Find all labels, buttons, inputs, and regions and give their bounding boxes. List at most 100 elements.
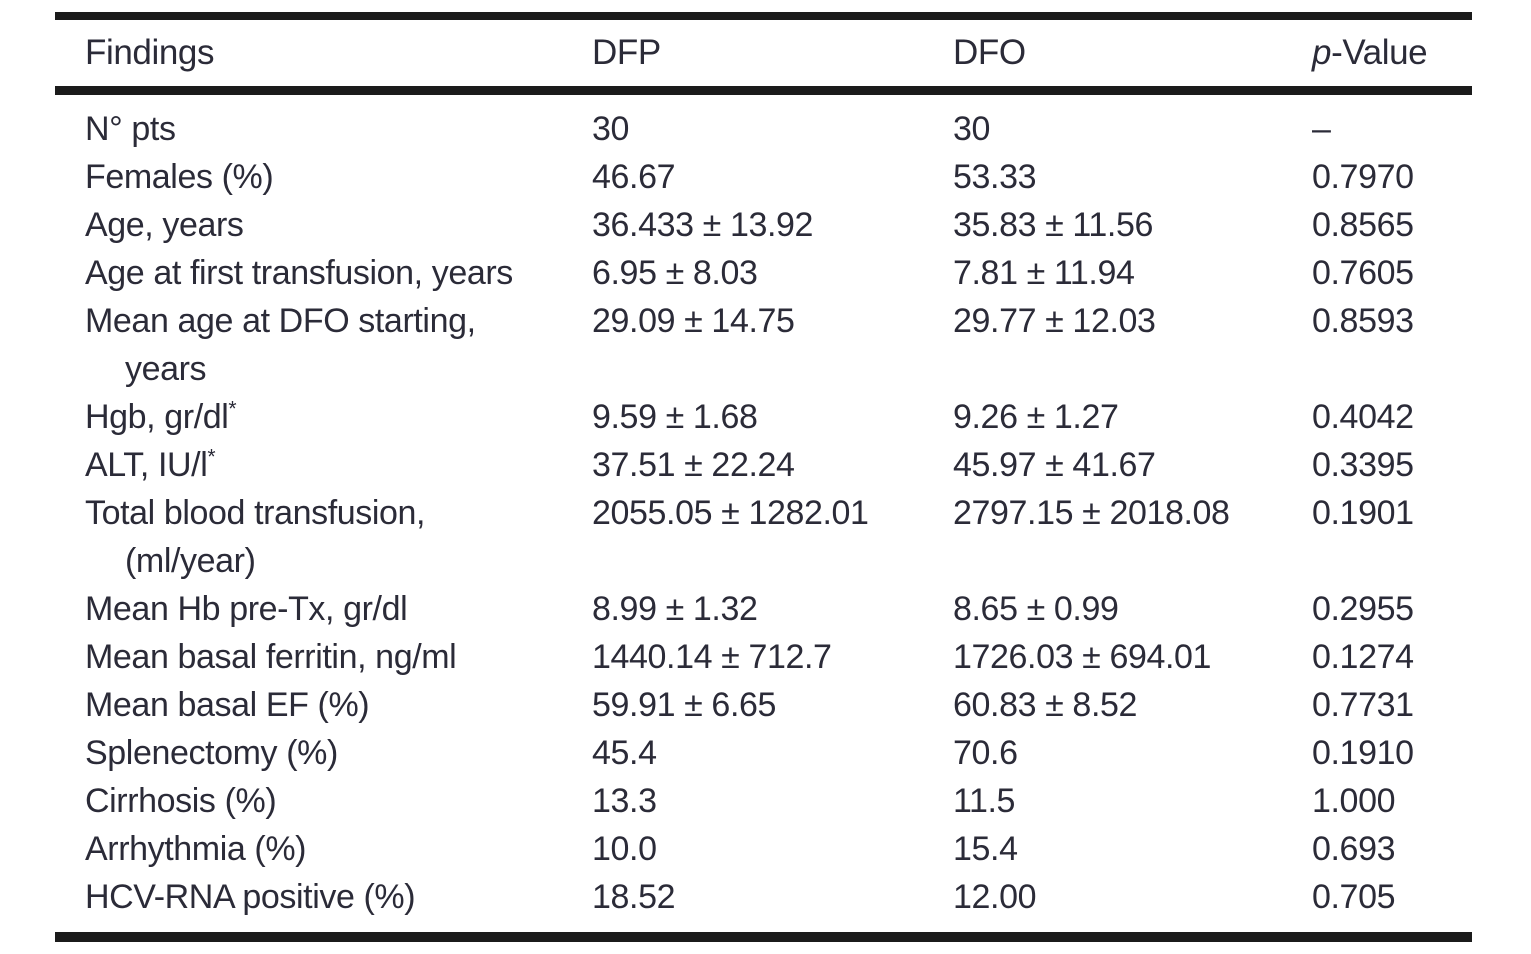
cell-dfp: 59.91 ± 6.65 (592, 681, 953, 729)
cell-pvalue-value: 0.3395 (1312, 446, 1414, 484)
cell-pvalue-value: 0.1901 (1312, 494, 1414, 532)
cell-dfp: 29.09 ± 14.75 (592, 297, 953, 393)
cell-dfp: 1440.14 ± 712.7 (592, 633, 953, 681)
cell-dfo: 12.00 (953, 873, 1312, 921)
row-label: Mean basal ferritin, ng/ml (85, 638, 457, 676)
footnote-marker: * (228, 397, 237, 421)
cell-pvalue: 1.000 (1312, 777, 1472, 825)
cell-dfp: 46.67 (592, 153, 953, 201)
cell-dfo: 35.83 ± 11.56 (953, 201, 1312, 249)
cell-pvalue: 0.8593 (1312, 297, 1472, 393)
footnote-marker: * (207, 445, 216, 469)
table-row: Mean basal EF (%) 59.91 ± 6.65 60.83 ± 8.5… (55, 681, 1472, 729)
table-row: N° pts 30 30 – (55, 105, 1472, 153)
row-label-cell: Total blood transfusion, (ml/year) (55, 489, 592, 585)
row-label: Mean Hb pre-Tx, gr/dl (85, 590, 408, 628)
cell-pvalue: 0.3395 (1312, 441, 1472, 489)
cell-pvalue: – (1312, 105, 1472, 153)
row-label-cell: Females (%) (55, 153, 592, 201)
cell-pvalue: 0.1274 (1312, 633, 1472, 681)
row-label-cell: Mean age at DFO starting, years (55, 297, 592, 393)
table-row: Splenectomy (%) 45.4 70.6 0.1910 (55, 729, 1472, 777)
cell-dfp: 2055.05 ± 1282.01 (592, 489, 953, 585)
cell-dfp-value: 45.4 (592, 734, 657, 772)
cell-pvalue: 0.7731 (1312, 681, 1472, 729)
cell-dfo: 8.65 ± 0.99 (953, 585, 1312, 633)
cell-dfo: 45.97 ± 41.67 (953, 441, 1312, 489)
table-bottom-rule (55, 932, 1472, 942)
row-label-cell: Cirrhosis (%) (55, 777, 592, 825)
cell-dfo: 2797.15 ± 2018.08 (953, 489, 1312, 585)
cell-dfo-value: 30 (953, 110, 991, 148)
cell-dfp-value: 10.0 (592, 830, 657, 868)
cell-dfp: 10.0 (592, 825, 953, 873)
table-row: Age, years 36.433 ± 13.92 35.83 ± 11.56 0.8… (55, 201, 1472, 249)
row-label: Arrhythmia (%) (85, 830, 307, 868)
cell-pvalue-value: 1.000 (1312, 782, 1396, 820)
cell-pvalue-value: 0.693 (1312, 830, 1396, 868)
row-label: ALT, IU/l* (85, 445, 216, 484)
table-row: Arrhythmia (%) 10.0 15.4 0.693 (55, 825, 1472, 873)
column-header-dfo: DFO (953, 33, 1026, 72)
row-label-cell: N° pts (55, 105, 592, 153)
cell-dfo: 30 (953, 105, 1312, 153)
row-label-line2: (ml/year) (125, 542, 256, 580)
row-label-cell: Age at first transfusion, years (55, 249, 592, 297)
cell-dfo: 1726.03 ± 694.01 (953, 633, 1312, 681)
cell-pvalue: 0.705 (1312, 873, 1472, 921)
cell-dfp: 30 (592, 105, 953, 153)
cell-dfp-value: 6.95 ± 8.03 (592, 254, 758, 292)
cell-pvalue: 0.2955 (1312, 585, 1472, 633)
cell-pvalue: 0.1901 (1312, 489, 1472, 585)
table-row: ALT, IU/l* 37.51 ± 22.24 45.97 ± 41.67 0.33… (55, 441, 1472, 489)
table-row: Age at first transfusion, years 6.95 ± 8.… (55, 249, 1472, 297)
cell-dfp: 45.4 (592, 729, 953, 777)
row-label: Age at first transfusion, years (85, 254, 513, 292)
cell-dfo-value: 70.6 (953, 734, 1018, 772)
cell-pvalue-value: 0.8593 (1312, 302, 1414, 340)
cell-dfp-value: 29.09 ± 14.75 (592, 302, 795, 340)
cell-pvalue-value: 0.7605 (1312, 254, 1414, 292)
cell-dfp-value: 2055.05 ± 1282.01 (592, 494, 869, 532)
row-label-line2: years (125, 350, 207, 388)
cell-dfp-value: 30 (592, 110, 630, 148)
row-label-cell: Mean basal ferritin, ng/ml (55, 633, 592, 681)
cell-pvalue: 0.7605 (1312, 249, 1472, 297)
cell-dfp-value: 36.433 ± 13.92 (592, 206, 814, 244)
row-label-cell: Arrhythmia (%) (55, 825, 592, 873)
row-label-cell: ALT, IU/l* (55, 441, 592, 489)
column-header-dfp: DFP (592, 33, 661, 72)
cell-pvalue: 0.693 (1312, 825, 1472, 873)
table-row: Mean Hb pre-Tx, gr/dl 8.99 ± 1.32 8.65 ± 0… (55, 585, 1472, 633)
cell-pvalue-value: 0.705 (1312, 878, 1396, 916)
p-value-header-rest: -Value (1331, 33, 1428, 72)
cell-dfo-value: 9.26 ± 1.27 (953, 398, 1119, 436)
cell-dfo: 7.81 ± 11.94 (953, 249, 1312, 297)
cell-pvalue-value: 0.8565 (1312, 206, 1414, 244)
cell-pvalue-value: 0.2955 (1312, 590, 1414, 628)
cell-dfp-value: 18.52 (592, 878, 676, 916)
cell-pvalue-value: – (1312, 110, 1331, 148)
cell-pvalue: 0.4042 (1312, 393, 1472, 441)
cell-dfp-value: 13.3 (592, 782, 657, 820)
table-row: Total blood transfusion, (ml/year) 2055.05… (55, 489, 1472, 585)
row-label: Hgb, gr/dl* (85, 397, 237, 436)
table-top-rule (55, 12, 1472, 20)
table-row: Hgb, gr/dl* 9.59 ± 1.68 9.26 ± 1.27 0.4042 (55, 393, 1472, 441)
cell-dfo: 29.77 ± 12.03 (953, 297, 1312, 393)
table-row: Mean basal ferritin, ng/ml 1440.14 ± 712.… (55, 633, 1472, 681)
row-label-cell: Mean Hb pre-Tx, gr/dl (55, 585, 592, 633)
row-label-cell: HCV-RNA positive (%) (55, 873, 592, 921)
column-header-pvalue: p-Value (1312, 33, 1472, 73)
table-header-row: Findings DFP DFO p-Value (55, 20, 1472, 86)
cell-dfo-value: 60.83 ± 8.52 (953, 686, 1138, 724)
cell-dfp: 18.52 (592, 873, 953, 921)
cell-dfp: 36.433 ± 13.92 (592, 201, 953, 249)
cell-dfo-value: 29.77 ± 12.03 (953, 302, 1156, 340)
cell-dfo: 70.6 (953, 729, 1312, 777)
cell-dfo-value: 45.97 ± 41.67 (953, 446, 1156, 484)
cell-dfp-value: 9.59 ± 1.68 (592, 398, 758, 436)
cell-dfp-value: 59.91 ± 6.65 (592, 686, 777, 724)
p-value-header-italic-p: p (1312, 33, 1332, 72)
